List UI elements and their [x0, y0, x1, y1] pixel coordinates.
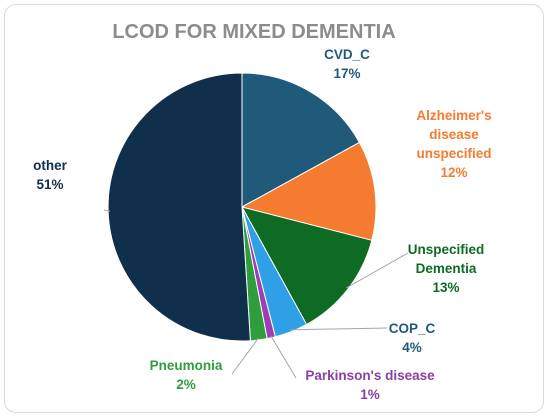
pie-slices [107, 72, 377, 342]
slice-name: Alzheimer's [416, 108, 491, 123]
slice-name: Parkinson's disease [305, 368, 435, 383]
slice-name: CVD_C [324, 47, 370, 62]
slice-name: COP_C [389, 321, 436, 336]
slice-percent: 13% [432, 280, 459, 295]
slice-percent: 4% [402, 340, 422, 355]
slice-label: COP_C 4% [389, 321, 436, 355]
slice-percent: 12% [440, 165, 467, 180]
slice-name: disease [429, 127, 479, 142]
slice-name: Unspecified [408, 242, 485, 257]
leader-lines [103, 209, 409, 379]
slice-percent: 2% [176, 377, 196, 392]
slice-label: Alzheimer's disease unspecified 12% [416, 108, 491, 180]
leader-line [270, 335, 297, 379]
leader-line [346, 252, 409, 289]
pie-slice-alzheimer-s-disease-unspecified [240, 141, 377, 241]
slice-percent: 1% [360, 387, 380, 402]
slice-label: Parkinson's disease 1% [305, 368, 435, 402]
leader-line [231, 337, 259, 375]
slice-label: CVD_C 17% [324, 47, 370, 81]
slice-label: Unspecified Dementia 13% [408, 242, 485, 295]
chart-title: LCOD FOR MIXED DEMENTIA [112, 21, 395, 43]
leader-line [103, 209, 111, 212]
slice-label: Pneumonia 2% [150, 358, 223, 392]
leader-line [290, 327, 388, 331]
pie-slice-other [107, 72, 251, 342]
slice-percent: 17% [333, 66, 360, 81]
slice-name: Pneumonia [150, 358, 223, 373]
slice-label: other 51% [33, 158, 67, 192]
slice-percent: 51% [36, 177, 63, 192]
slice-name: Dementia [416, 261, 477, 276]
pie-slice-cvd-c [241, 72, 361, 208]
slice-labels: CVD_C 17% Alzheimer's disease unspecified 12%… [33, 47, 492, 402]
slice-name: other [33, 158, 67, 173]
slice-name: unspecified [416, 146, 491, 161]
pie-slice-unspecified-dementia [241, 206, 373, 326]
